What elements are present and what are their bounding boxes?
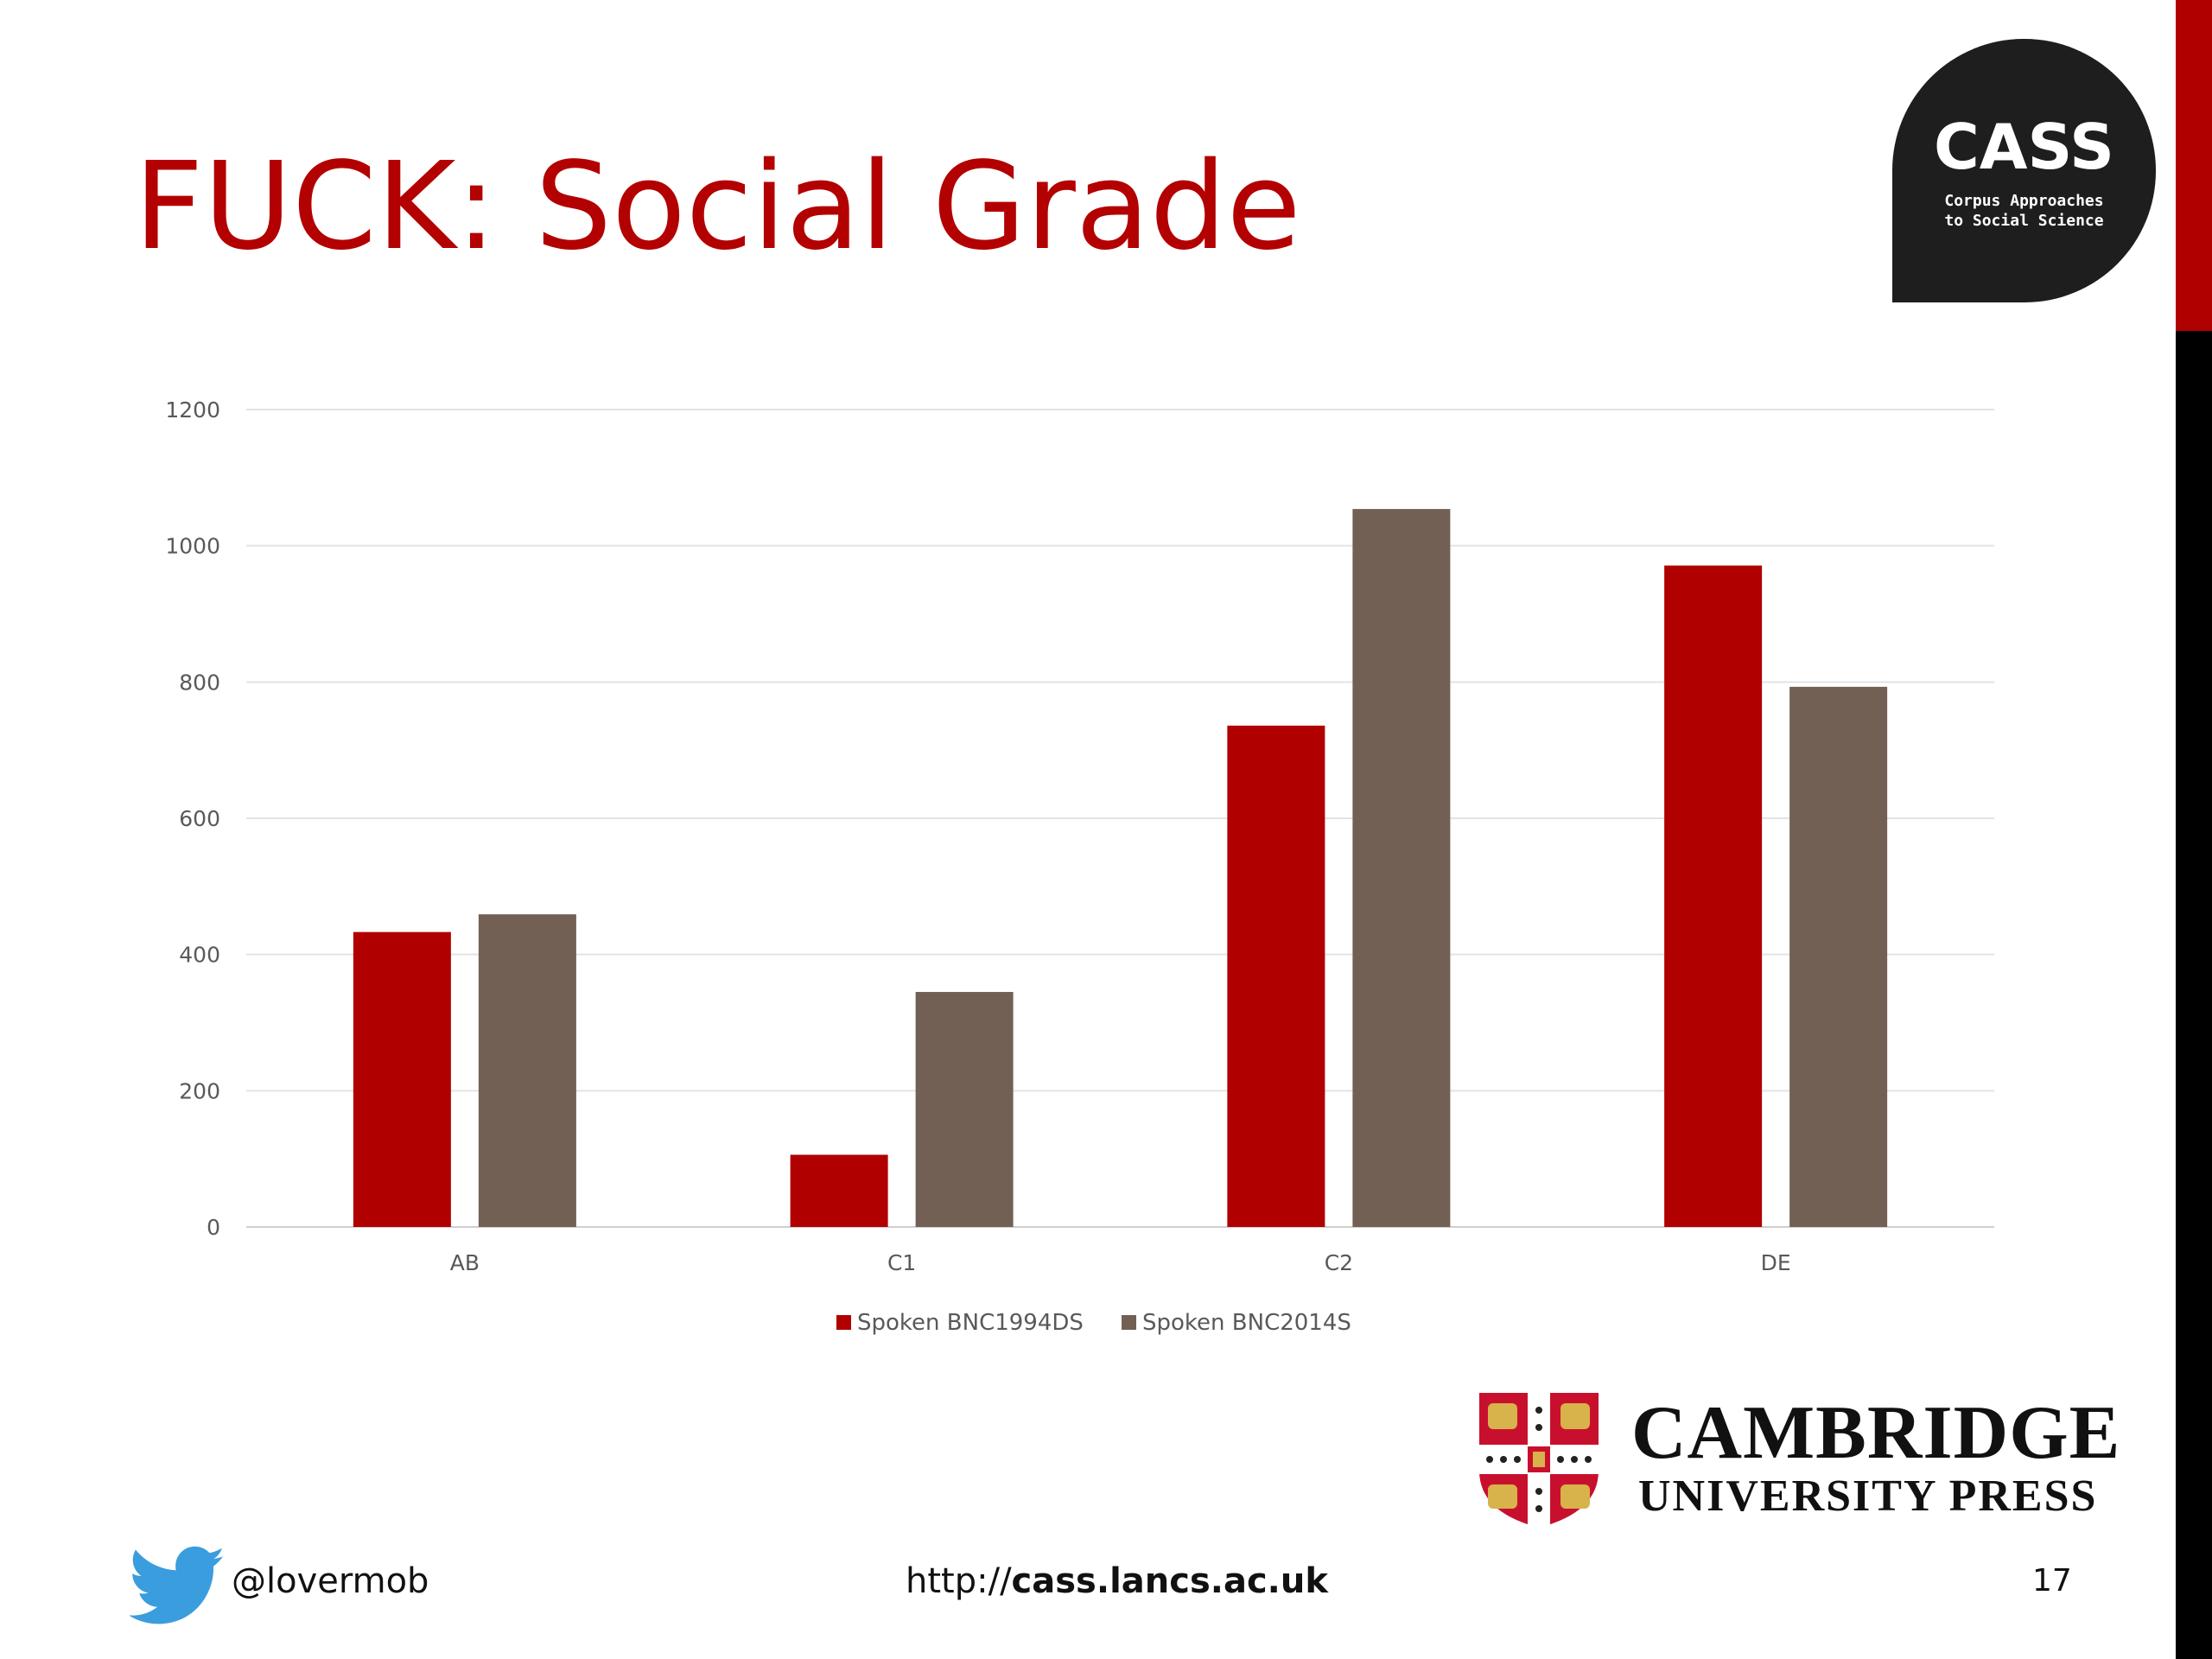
bar-c2-series-2 <box>1352 509 1451 1227</box>
footer-url[interactable]: http://cass.lancs.ac.uk <box>906 1560 1328 1602</box>
x-tick-label: C2 <box>1325 1250 1353 1275</box>
cambridge-university-press-logo: CAMBRIDGE UNIVERSITY PRESS <box>1478 1391 2152 1534</box>
footer-url-domain: cass.lancs.ac.uk <box>1011 1561 1328 1601</box>
y-tick-label: 200 <box>179 1078 220 1103</box>
twitter-bird-icon <box>130 1546 226 1624</box>
y-tick-label: 400 <box>179 943 220 968</box>
edge-accent-bar-black <box>2176 331 2212 1659</box>
footer-url-prefix: http:// <box>906 1561 1012 1601</box>
bar-de-series-1 <box>1664 565 1763 1227</box>
legend-swatch <box>836 1315 851 1330</box>
twitter-handle: @lovermob <box>232 1561 429 1601</box>
bar-c1-series-2 <box>915 992 1014 1227</box>
x-tick-label: DE <box>1761 1250 1791 1275</box>
cambridge-wordmark: CAMBRIDGE <box>1631 1391 2121 1475</box>
bar-chart: 0 200 400 600 800 1000 1200 AB C1 C2 DE Spoken BNC1… <box>165 397 1994 1336</box>
y-tick-label: 1200 <box>165 397 220 423</box>
bar-ab-series-1 <box>353 931 451 1227</box>
x-tick-label: AB <box>450 1250 480 1275</box>
page-number: 17 <box>2032 1563 2072 1599</box>
y-tick-label: 600 <box>179 806 220 831</box>
edge-accent-bar-red <box>2176 0 2212 331</box>
bar-c2-series-1 <box>1227 725 1325 1227</box>
y-tick-label: 0 <box>207 1215 220 1240</box>
cambridge-shield-icon <box>1479 1393 1599 1528</box>
bar-ab-series-2 <box>478 914 576 1227</box>
legend-label: Spoken BNC2014S <box>1142 1310 1351 1336</box>
legend-swatch <box>1122 1315 1136 1330</box>
cass-logo: CASS Corpus Approaches to Social Science <box>1892 39 2156 302</box>
bar-c1-series-1 <box>790 1154 888 1227</box>
x-tick-label: C1 <box>887 1250 916 1275</box>
y-tick-label: 800 <box>179 670 220 695</box>
y-tick-label: 1000 <box>165 534 220 559</box>
university-press-wordmark: UNIVERSITY PRESS <box>1638 1471 2098 1521</box>
legend-label: Spoken BNC1994DS <box>857 1310 1084 1336</box>
cass-logo-subtitle: Corpus Approaches to Social Science <box>1944 192 2104 230</box>
bar-de-series-2 <box>1789 686 1888 1227</box>
slide-title: FUCK: Social Grade <box>134 137 1301 277</box>
cass-logo-name: CASS <box>1933 111 2115 183</box>
